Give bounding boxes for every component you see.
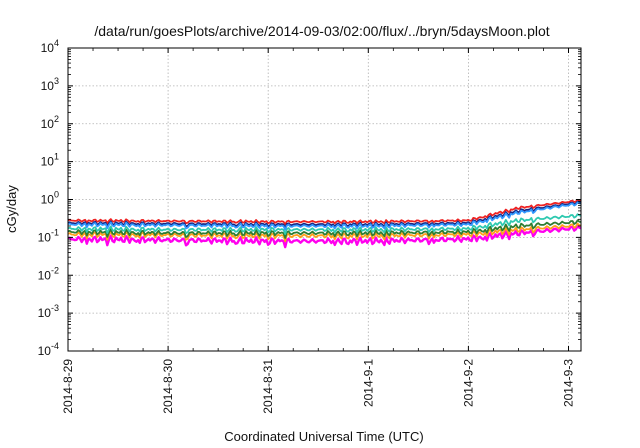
y-axis: 10-4 10-3 10-2 10-1 100 101 102 103 104 [38,38,581,358]
series-line [67,222,582,243]
x-axis: 2014-8-29 2014-8-30 2014-8-31 2014-9-1 2014-… [61,48,575,414]
y-tick-label: 100 [41,190,59,207]
x-tick-label: 2014-9-2 [461,359,475,407]
y-tick-label: 10-1 [38,227,59,244]
x-tick-label: 2014-9-1 [361,359,375,407]
series-line [67,224,582,249]
x-tick-label: 2014-9-3 [561,359,575,407]
y-tick-label: 10-4 [38,341,59,358]
y-tick-label: 102 [41,114,59,131]
y-tick-label: 104 [41,38,59,55]
series-line [67,219,582,239]
series-line [67,201,582,231]
x-axis-label: Coordinated Universal Time (UTC) [224,429,423,444]
chart-title: /data/run/goesPlots/archive/2014-09-03/0… [94,23,549,39]
x-tick-label: 2014-8-30 [161,359,175,414]
series-line [67,213,582,235]
y-tick-label: 103 [41,76,59,93]
y-tick-label: 101 [41,152,59,169]
series-layer [67,198,582,249]
grid [68,48,581,351]
y-axis-label: cGy/day [4,185,19,233]
x-tick-label: 2014-8-31 [261,359,275,414]
series-line [67,200,582,229]
x-tick-label: 2014-8-29 [61,359,75,414]
y-tick-label: 10-2 [38,265,59,282]
series-line [67,198,581,226]
y-tick-label: 10-3 [38,303,59,320]
